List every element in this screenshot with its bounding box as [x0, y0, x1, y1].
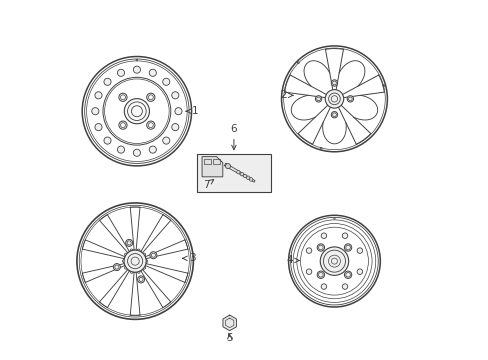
- Text: 3: 3: [183, 253, 195, 263]
- Circle shape: [137, 276, 144, 283]
- Circle shape: [146, 93, 155, 102]
- Circle shape: [321, 233, 326, 238]
- Ellipse shape: [240, 172, 243, 176]
- Text: 4: 4: [286, 256, 299, 265]
- Ellipse shape: [236, 170, 240, 174]
- Circle shape: [150, 252, 157, 259]
- Circle shape: [163, 78, 169, 85]
- Text: 5: 5: [226, 333, 232, 343]
- Circle shape: [175, 108, 182, 115]
- Text: 1: 1: [186, 106, 198, 116]
- Circle shape: [330, 112, 337, 118]
- Circle shape: [344, 244, 351, 251]
- Ellipse shape: [249, 178, 252, 181]
- Circle shape: [124, 250, 146, 272]
- Bar: [203, 159, 211, 164]
- Circle shape: [356, 248, 362, 253]
- Circle shape: [163, 137, 169, 144]
- Circle shape: [320, 247, 348, 275]
- Circle shape: [104, 78, 111, 85]
- Circle shape: [104, 137, 111, 144]
- Bar: [213, 159, 219, 164]
- Circle shape: [133, 149, 140, 156]
- Circle shape: [325, 90, 343, 108]
- Circle shape: [305, 269, 311, 274]
- Circle shape: [124, 99, 149, 124]
- Circle shape: [146, 121, 155, 129]
- Circle shape: [95, 92, 102, 99]
- Circle shape: [330, 80, 337, 86]
- Circle shape: [92, 108, 99, 115]
- Circle shape: [346, 96, 353, 102]
- Circle shape: [321, 284, 326, 289]
- Circle shape: [171, 92, 179, 99]
- Circle shape: [317, 271, 324, 278]
- Circle shape: [149, 146, 156, 153]
- Circle shape: [125, 239, 132, 246]
- Circle shape: [342, 284, 347, 289]
- Circle shape: [119, 121, 127, 129]
- Ellipse shape: [243, 174, 246, 178]
- Text: 7: 7: [203, 180, 213, 190]
- Circle shape: [133, 66, 140, 73]
- Circle shape: [117, 146, 124, 153]
- Circle shape: [171, 123, 179, 131]
- Text: 2: 2: [280, 90, 292, 100]
- Circle shape: [315, 96, 321, 102]
- Polygon shape: [223, 315, 236, 330]
- Circle shape: [344, 271, 351, 278]
- Circle shape: [342, 233, 347, 238]
- Text: 6: 6: [230, 124, 237, 150]
- Circle shape: [119, 93, 127, 102]
- Circle shape: [117, 69, 124, 76]
- Circle shape: [149, 69, 156, 76]
- Circle shape: [317, 244, 324, 251]
- Circle shape: [305, 248, 311, 253]
- Polygon shape: [224, 163, 255, 182]
- Circle shape: [113, 264, 120, 271]
- Circle shape: [95, 123, 102, 131]
- Ellipse shape: [225, 163, 230, 168]
- Circle shape: [356, 269, 362, 274]
- Bar: [197, 153, 270, 192]
- Polygon shape: [202, 157, 223, 177]
- Ellipse shape: [246, 176, 249, 179]
